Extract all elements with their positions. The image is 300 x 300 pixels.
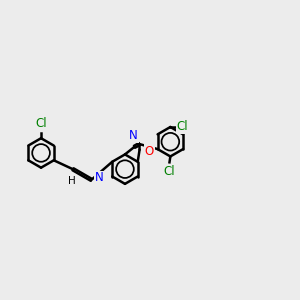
Text: O: O [145,145,154,158]
Text: N: N [95,171,104,184]
Text: Cl: Cl [35,117,47,130]
Text: H: H [68,176,75,186]
Text: Cl: Cl [177,121,188,134]
Text: N: N [129,129,138,142]
Text: Cl: Cl [164,165,175,178]
